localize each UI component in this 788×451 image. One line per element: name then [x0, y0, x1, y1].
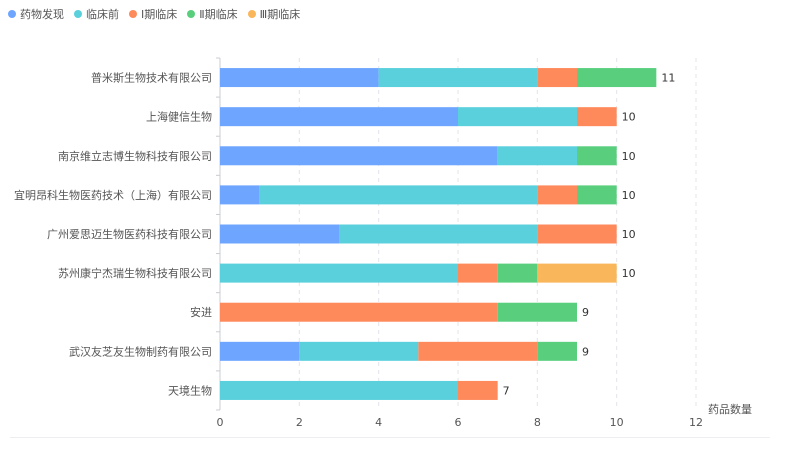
bar-segment: [259, 185, 538, 205]
legend-swatch: [187, 10, 196, 18]
x-tick-label: 6: [455, 416, 462, 429]
category-label: 天境生物: [168, 383, 212, 397]
bar-segment: [378, 68, 538, 88]
x-tick-label: 8: [534, 416, 541, 429]
category-label: 普米斯生物技术有限公司: [91, 71, 212, 85]
category-label: 安进: [190, 305, 212, 319]
bar-segment: [497, 263, 538, 283]
legend: 药物发现 临床前 Ⅰ期临床 Ⅱ期临床 Ⅲ期临床: [8, 6, 300, 22]
bar-segment: [220, 341, 300, 361]
bar-segment: [537, 263, 617, 283]
bar-total-label: 10: [622, 189, 636, 202]
bar-segment: [497, 302, 577, 322]
bar-segment: [220, 263, 458, 283]
bar-segment: [537, 224, 617, 244]
category-label: 南京维立志博生物科技有限公司: [58, 149, 212, 163]
category-label: 武汉友芝友生物制药有限公司: [69, 344, 212, 358]
legend-swatch: [74, 10, 82, 18]
x-tick-label: 4: [375, 416, 382, 429]
bar-total-label: 9: [582, 345, 589, 358]
x-tick-label: 10: [610, 416, 624, 429]
bar-segment: [458, 380, 498, 400]
bar-segment: [537, 68, 577, 88]
legend-item[interactable]: 临床前: [74, 6, 119, 22]
legend-item[interactable]: Ⅲ期临床: [247, 6, 301, 22]
legend-label: Ⅰ期临床: [141, 8, 178, 21]
bar-segment: [299, 341, 419, 361]
legend-label: Ⅱ期临床: [199, 8, 238, 21]
legend-swatch: [8, 10, 16, 18]
bar-segment: [220, 107, 458, 127]
bar-total-label: 7: [503, 384, 510, 397]
category-label: 苏州康宁杰瑞生物科技有限公司: [58, 266, 212, 280]
legend-item[interactable]: 药物发现: [8, 6, 64, 22]
legend-label: 药物发现: [20, 8, 64, 21]
legend-label: 临床前: [86, 8, 119, 21]
category-label: 广州爱思迈生物医药科技有限公司: [47, 227, 212, 241]
bar-segment: [220, 302, 498, 322]
legend-swatch: [129, 10, 137, 18]
x-tick-label: 12: [689, 416, 703, 429]
bar-total-label: 10: [622, 111, 636, 124]
bar-total-label: 10: [622, 150, 636, 163]
bar-segment: [577, 146, 617, 166]
bar-segment: [577, 68, 657, 88]
bar-segment: [537, 341, 577, 361]
bar-segment: [220, 185, 260, 205]
bar-segment: [418, 341, 538, 361]
category-label: 宜明昂科生物医药技术（上海）有限公司: [14, 188, 212, 202]
bar-segment: [458, 263, 498, 283]
x-tick-label: 0: [217, 416, 224, 429]
bar-segment: [577, 185, 617, 205]
bar-segment: [220, 68, 379, 88]
bar-segment: [537, 185, 577, 205]
bar-segment: [497, 146, 577, 166]
x-axis-title: 药品数量: [708, 403, 752, 416]
bar-total-label: 11: [661, 72, 675, 85]
bar-total-label: 9: [582, 306, 589, 319]
bar-total-label: 10: [622, 228, 636, 241]
bar-segment: [220, 146, 498, 166]
category-label: 上海健信生物: [146, 110, 212, 124]
legend-swatch: [247, 10, 256, 18]
legend-item[interactable]: Ⅱ期临床: [187, 6, 238, 22]
bar-segment: [458, 107, 577, 127]
bar-total-label: 10: [622, 267, 636, 280]
bar-segment: [339, 224, 538, 244]
legend-label: Ⅲ期临床: [259, 8, 301, 21]
bar-segment: [577, 107, 617, 127]
bottom-divider: [10, 437, 770, 438]
x-tick-label: 2: [296, 416, 303, 429]
bar-segment: [220, 224, 339, 244]
legend-item[interactable]: Ⅰ期临床: [129, 6, 177, 22]
bar-segment: [220, 380, 458, 400]
